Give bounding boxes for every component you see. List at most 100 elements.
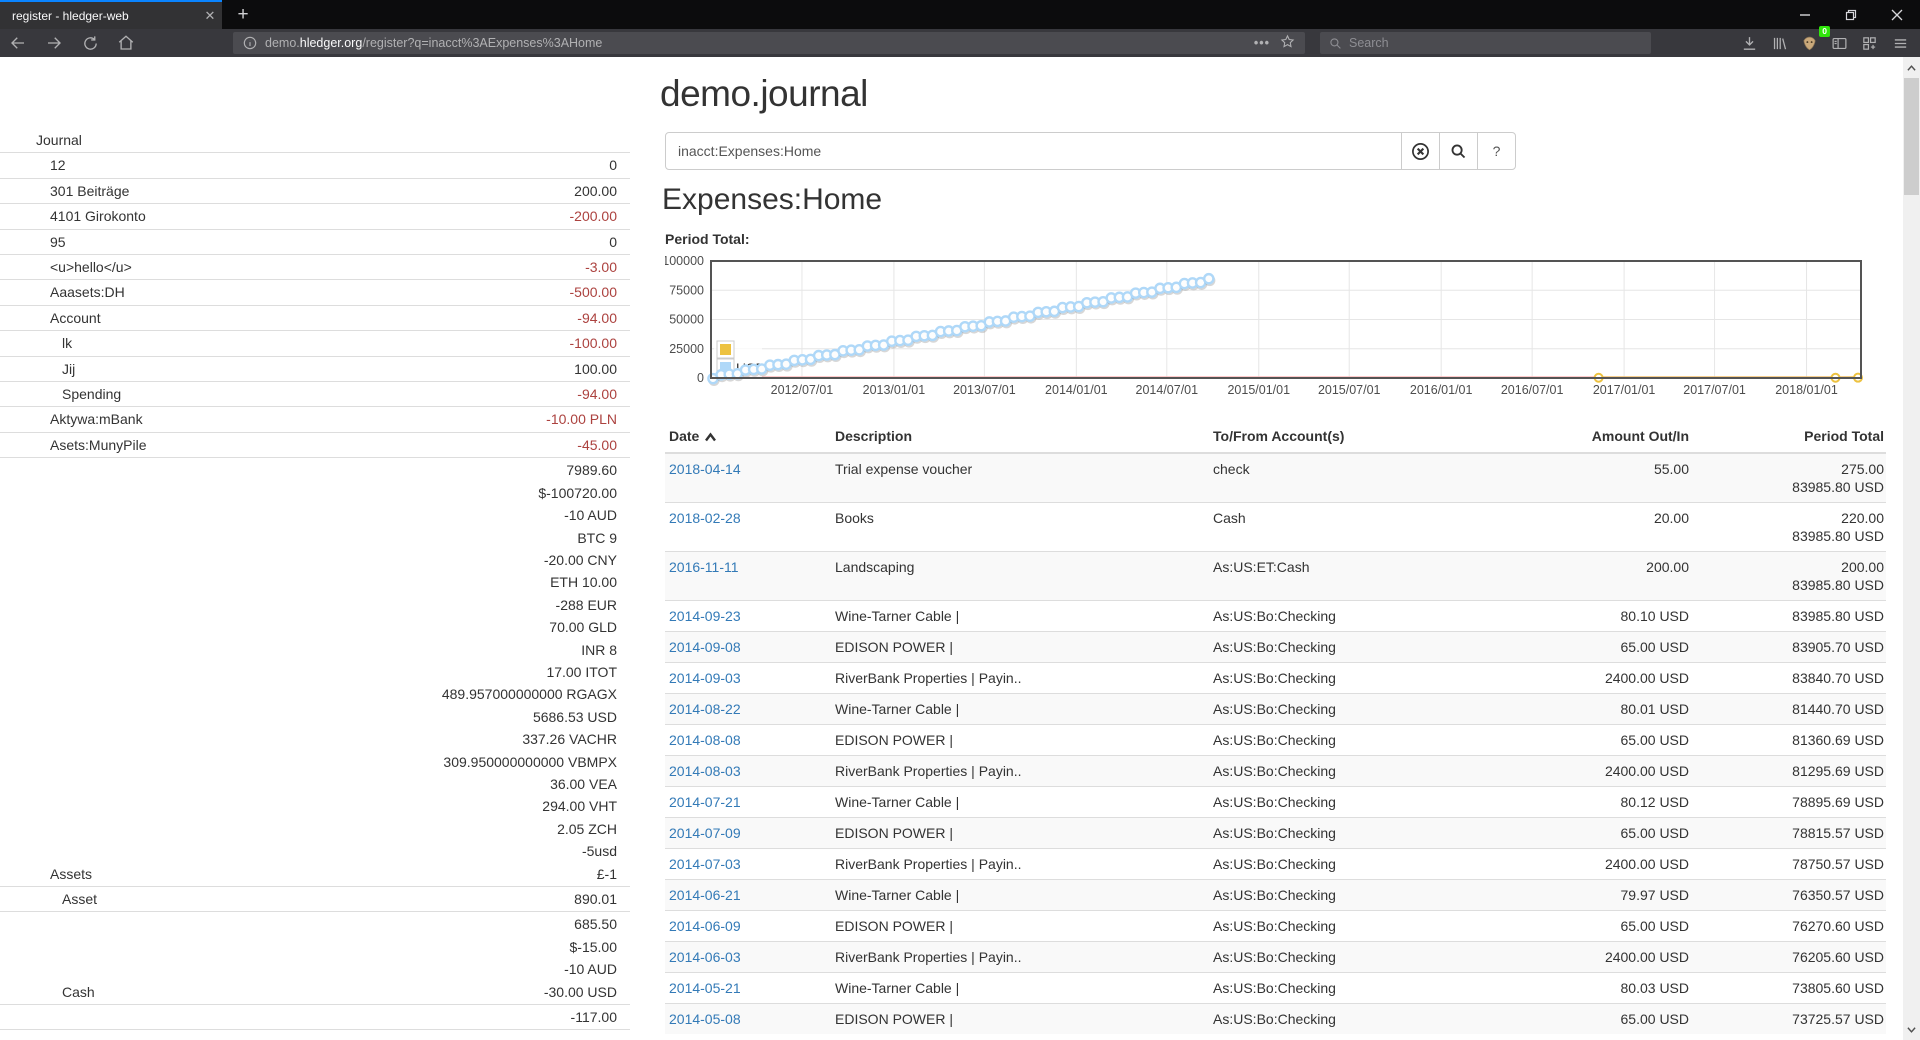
register-row[interactable]: 2014-05-21 Wine-Tarner Cable | As:US:Bo:Ch… <box>665 972 1886 1004</box>
extension-icon[interactable]: 0 <box>1793 26 1830 57</box>
sidebar-account-row: -117.00 <box>0 1005 630 1031</box>
tab-close-icon[interactable]: ✕ <box>204 7 216 23</box>
sidebar-account-row: Spending -94.00 <box>0 382 630 408</box>
transaction-accounts: As:US:Bo:Checking <box>1209 631 1491 663</box>
sidebar-account-link[interactable]: Assets <box>50 865 93 882</box>
balance-amount: 70.00 GLD <box>549 619 617 636</box>
scrollbar-down-icon[interactable] <box>1903 1021 1920 1038</box>
transaction-date-link[interactable]: 2014-08-08 <box>669 732 741 748</box>
scrollbar-thumb[interactable] <box>1904 78 1919 195</box>
balance-amount: INR 8 <box>581 641 617 658</box>
forward-button[interactable] <box>38 29 70 57</box>
window-minimize-button[interactable] <box>1782 0 1828 29</box>
register-row[interactable]: 2014-06-09 EDISON POWER | As:US:Bo:Checkin… <box>665 910 1886 942</box>
transaction-date-link[interactable]: 2018-04-14 <box>669 461 741 477</box>
site-info-icon[interactable] <box>243 36 257 50</box>
downloads-icon[interactable] <box>1733 29 1765 57</box>
sidebar-account-link[interactable]: Jij <box>62 360 76 377</box>
register-row[interactable]: 2014-09-23 Wine-Tarner Cable | As:US:Bo:Ch… <box>665 600 1886 632</box>
window-restore-button[interactable] <box>1828 0 1874 29</box>
sidebar-account-link[interactable]: <u>hello</u> <box>50 259 132 276</box>
bookmark-star-icon[interactable] <box>1280 34 1295 52</box>
screenshots-grid-icon[interactable] <box>1853 29 1885 57</box>
sidebar-toggle-icon[interactable] <box>1823 29 1855 57</box>
x-axis-tick-label: 2017/07/01 <box>1683 383 1746 397</box>
home-button[interactable] <box>110 29 142 57</box>
back-button[interactable] <box>2 29 34 57</box>
column-header-amount-out-in[interactable]: Amount Out/In <box>1491 420 1691 454</box>
scrollbar-up-icon[interactable] <box>1903 59 1920 76</box>
sidebar-account-row: Cash 685.50 $-15.00 -10 AUD -30.00 USD <box>0 912 630 1006</box>
sidebar-account-link[interactable]: lk <box>62 335 73 352</box>
register-row[interactable]: 2016-11-11 Landscaping As:US:ET:Cash 200.00… <box>665 551 1886 601</box>
register-row[interactable]: 2014-07-21 Wine-Tarner Cable | As:US:Bo:Ch… <box>665 786 1886 818</box>
register-row[interactable]: 2014-07-03 RiverBank Properties | Payin..… <box>665 848 1886 880</box>
transaction-date-link[interactable]: 2014-06-03 <box>669 949 741 965</box>
sidebar-account-link[interactable]: Asets:MunyPile <box>50 436 147 453</box>
transaction-date-link[interactable]: 2014-07-21 <box>669 794 741 810</box>
sidebar-account-row: <u>hello</u> -3.00 <box>0 255 630 281</box>
sidebar-account-link[interactable]: 4101 Girokonto <box>50 208 146 225</box>
browser-tab[interactable]: register - hledger-web ✕ <box>0 0 222 29</box>
reload-button[interactable] <box>74 29 106 57</box>
page-scrollbar[interactable] <box>1903 57 1920 1040</box>
sidebar-account-link[interactable]: Cash <box>62 983 95 1000</box>
register-row[interactable]: 2018-02-28 Books Cash 20.00 220.00 83985.80 U… <box>665 502 1886 552</box>
column-header-date[interactable]: Date <box>665 420 831 454</box>
transaction-date-link[interactable]: 2014-09-08 <box>669 639 741 655</box>
transaction-date-link[interactable]: 2016-11-11 <box>669 559 739 575</box>
register-row[interactable]: 2014-09-08 EDISON POWER | As:US:Bo:Checkin… <box>665 631 1886 663</box>
library-icon[interactable] <box>1763 29 1795 57</box>
window-close-button[interactable] <box>1874 0 1920 29</box>
search-submit-button[interactable] <box>1439 132 1478 170</box>
register-row[interactable]: 2014-09-03 RiverBank Properties | Payin..… <box>665 662 1886 694</box>
period-total-chart[interactable]: USD02500050000750001000002012/07/012013/… <box>665 252 1886 398</box>
register-row[interactable]: 2014-07-09 EDISON POWER | As:US:Bo:Checkin… <box>665 817 1886 849</box>
column-header-period-total[interactable]: Period Total <box>1691 420 1886 454</box>
sidebar-account-link[interactable]: Aaasets:DH <box>50 284 125 301</box>
register-row[interactable]: 2014-08-08 EDISON POWER | As:US:Bo:Checkin… <box>665 724 1886 756</box>
clear-query-button[interactable] <box>1401 132 1440 170</box>
url-bar[interactable]: demo.hledger.org/register?q=inacct%3AExp… <box>233 32 1305 54</box>
transaction-description: EDISON POWER | <box>831 817 1209 849</box>
transaction-date-link[interactable]: 2014-08-03 <box>669 763 741 779</box>
register-row[interactable]: 2014-08-22 Wine-Tarner Cable | As:US:Bo:Ch… <box>665 693 1886 725</box>
sidebar-journal-link[interactable]: Journal <box>36 132 82 148</box>
sidebar-account-link[interactable]: 95 <box>50 233 66 250</box>
register-row[interactable]: 2014-05-08 EDISON POWER | As:US:Bo:Checkin… <box>665 1003 1886 1034</box>
register-row[interactable]: 2014-06-21 Wine-Tarner Cable | As:US:Bo:Ch… <box>665 879 1886 911</box>
menu-hamburger-icon[interactable] <box>1884 29 1916 57</box>
account-balance: -100.00 <box>570 332 630 354</box>
page-actions-icon[interactable]: ••• <box>1253 36 1270 50</box>
transaction-date-link[interactable]: 2014-08-22 <box>669 701 741 717</box>
transaction-date-link[interactable]: 2014-09-03 <box>669 670 741 686</box>
register-row[interactable]: 2018-04-14 Trial expense voucher check 55.0… <box>665 452 1886 503</box>
transaction-date-link[interactable]: 2014-06-09 <box>669 918 741 934</box>
query-input[interactable] <box>665 132 1402 170</box>
transaction-date-link[interactable]: 2018-02-28 <box>669 510 741 526</box>
transaction-date-link[interactable]: 2014-07-03 <box>669 856 741 872</box>
sidebar-account-link[interactable]: Aktywa:mBank <box>50 411 143 428</box>
browser-search-bar[interactable]: Search <box>1320 32 1651 54</box>
amount-out-in: 2400.00 USD <box>1491 755 1691 787</box>
search-help-button[interactable]: ? <box>1477 132 1516 170</box>
register-row[interactable]: 2014-06-03 RiverBank Properties | Payin..… <box>665 941 1886 973</box>
register-row[interactable]: 2014-08-03 RiverBank Properties | Payin..… <box>665 755 1886 787</box>
sidebar-account-row: Aaasets:DH -500.00 <box>0 280 630 306</box>
transaction-date-link[interactable]: 2014-07-09 <box>669 825 741 841</box>
transaction-date-link[interactable]: 2014-05-21 <box>669 980 741 996</box>
transaction-date-link[interactable]: 2014-06-21 <box>669 887 741 903</box>
register-table: Date Description To/From Account(s) Amount … <box>665 420 1886 1034</box>
new-tab-button[interactable]: + <box>237 3 249 25</box>
sidebar-account-link[interactable]: Account <box>50 309 101 326</box>
sidebar-account-link[interactable]: 301 Beiträge <box>50 182 130 199</box>
transaction-date-link[interactable]: 2014-09-23 <box>669 608 741 624</box>
sidebar-account-link[interactable]: 12 <box>50 157 66 174</box>
column-header-description[interactable]: Description <box>831 420 1209 454</box>
sidebar-account-link[interactable]: Spending <box>62 386 122 403</box>
search-placeholder: Search <box>1349 36 1389 50</box>
y-axis-tick-label: 75000 <box>669 283 704 297</box>
sidebar-account-link[interactable]: Asset <box>62 891 98 907</box>
column-header-to-from-account-s[interactable]: To/From Account(s) <box>1209 420 1491 454</box>
transaction-date-link[interactable]: 2014-05-08 <box>669 1011 741 1027</box>
